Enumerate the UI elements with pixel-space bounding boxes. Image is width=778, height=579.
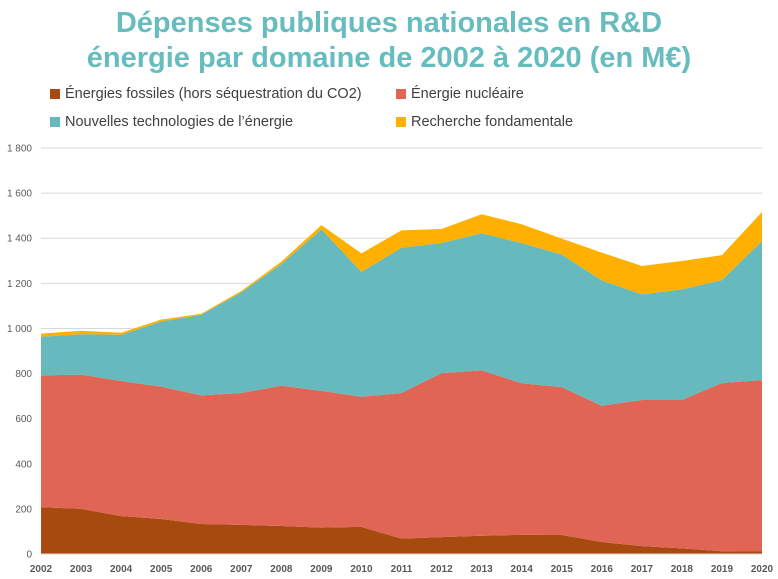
x-tick-label: 2013 — [470, 564, 493, 575]
y-tick-label: 200 — [15, 504, 32, 515]
x-tick-label: 2019 — [711, 564, 734, 575]
x-tick-label: 2011 — [391, 564, 413, 575]
x-tick-label: 2020 — [751, 564, 774, 575]
y-tick-label: 800 — [15, 369, 32, 380]
legend-label-new-tech: Nouvelles technologies de l’énergie — [65, 114, 294, 130]
legend-swatch-research — [396, 117, 406, 127]
legend-item-nuclear[interactable]: Énergie nucléaire — [396, 86, 524, 102]
y-tick-label: 1 000 — [7, 324, 32, 335]
x-tick-label: 2005 — [150, 564, 173, 575]
x-tick-label: 2006 — [190, 564, 213, 575]
y-axis-ticks: 0 200 400 600 800 1 000 1 200 1 400 1 600 1 800 — [7, 144, 32, 561]
x-axis-ticks: 2002 2003 2004 2005 2006 2007 2008 2009 2010 2011… — [30, 564, 774, 575]
x-tick-label: 2002 — [30, 564, 53, 575]
y-tick-label: 1 400 — [7, 234, 32, 245]
legend-item-fossil[interactable]: Énergies fossiles (hors séquestration du… — [50, 86, 362, 102]
x-tick-label: 2004 — [110, 564, 133, 575]
legend-swatch-new-tech — [50, 117, 60, 127]
x-tick-label: 2007 — [230, 564, 253, 575]
x-tick-label: 2009 — [310, 564, 333, 575]
y-tick-label: 0 — [26, 550, 32, 561]
x-tick-label: 2003 — [70, 564, 93, 575]
area-nuclear-energy — [41, 370, 762, 552]
legend-swatch-nuclear — [396, 89, 406, 99]
x-tick-label: 2014 — [511, 564, 534, 575]
x-tick-label: 2018 — [671, 564, 694, 575]
x-tick-label: 2015 — [551, 564, 574, 575]
chart-title: Dépenses publiques nationales en R&D éne… — [0, 6, 778, 76]
legend-label-nuclear: Énergie nucléaire — [411, 86, 524, 102]
y-tick-label: 400 — [15, 459, 32, 470]
legend-item-new-tech[interactable]: Nouvelles technologies de l’énergie — [50, 114, 293, 130]
x-tick-label: 2008 — [270, 564, 293, 575]
area-new-energy-technologies — [41, 229, 762, 406]
legend-item-research[interactable]: Recherche fondamentale — [396, 114, 573, 130]
y-tick-label: 1 800 — [7, 144, 32, 155]
x-tick-label: 2010 — [350, 564, 373, 575]
legend-label-research: Recherche fondamentale — [411, 114, 574, 130]
stacked-areas — [41, 212, 762, 555]
y-tick-label: 1 600 — [7, 189, 32, 200]
x-tick-label: 2012 — [430, 564, 453, 575]
x-tick-label: 2017 — [631, 564, 654, 575]
legend-swatch-fossil — [50, 89, 60, 99]
y-tick-label: 600 — [15, 414, 32, 425]
x-tick-label: 2016 — [591, 564, 614, 575]
chart-title-line-2: énergie par domaine de 2002 à 2020 (en M… — [86, 42, 692, 74]
area-fossil-energies — [41, 507, 762, 554]
area-fundamental-research — [41, 212, 762, 337]
y-tick-label: 1 200 — [7, 279, 32, 290]
legend-label-fossil: Énergies fossiles (hors séquestration du… — [65, 86, 362, 102]
chart-title-line-1: Dépenses publiques nationales en R&D — [115, 7, 663, 39]
